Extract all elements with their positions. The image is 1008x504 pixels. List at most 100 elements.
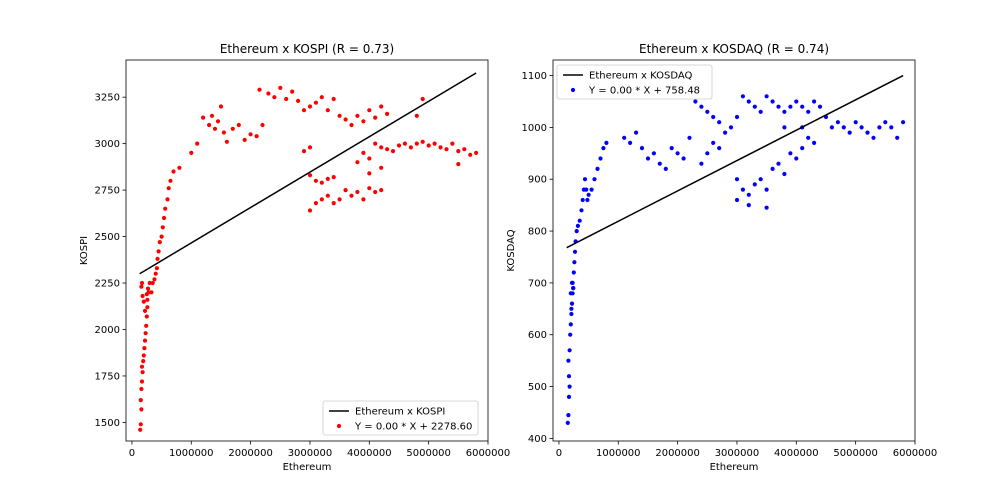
scatter-point — [758, 177, 763, 182]
scatter-point — [586, 192, 591, 197]
scatter-point — [657, 161, 662, 166]
chart-kosdaq: Ethereum x KOSDAQ (R = 0.74) Ethereum KO… — [506, 42, 937, 473]
scatter-point — [580, 197, 585, 203]
scatter-point — [711, 140, 716, 145]
scatter-point — [141, 359, 146, 364]
scatter-point — [145, 286, 151, 291]
x-tick-label: 4000000 — [774, 448, 819, 459]
scatter-point — [645, 156, 651, 161]
scatter-point — [901, 120, 906, 125]
x-axis-label: Ethereum — [710, 462, 759, 473]
y-tick-label: 900 — [528, 175, 547, 186]
scatter-point — [663, 166, 668, 171]
scatter-point — [367, 171, 372, 176]
scatter-point — [568, 291, 573, 296]
scatter-point — [847, 130, 852, 135]
scatter-point — [456, 162, 461, 167]
scatter-point — [159, 234, 164, 239]
scatter-point — [139, 284, 144, 289]
scatter-point — [367, 108, 372, 113]
scatter-point — [355, 189, 360, 195]
scatter-point — [584, 187, 589, 192]
scatter-point — [468, 152, 473, 157]
chart-title: Ethereum x KOSPI (R = 0.73) — [220, 42, 394, 56]
scatter-point — [373, 115, 378, 120]
scatter-point — [161, 215, 167, 221]
scatter-point — [149, 290, 154, 295]
scatter-point — [740, 94, 746, 99]
scatter-point — [284, 96, 289, 102]
scatter-point — [728, 125, 734, 130]
y-tick-label: 2500 — [95, 232, 120, 243]
scatter-point — [764, 94, 769, 99]
scatter-point — [800, 146, 805, 151]
scatter-point — [770, 166, 775, 171]
scatter-point — [236, 122, 241, 128]
legend: Ethereum x KOSDAQ Y = 0.00 * X + 758.48 — [556, 64, 713, 100]
x-axis-label: Ethereum — [283, 462, 332, 473]
scatter-point — [752, 182, 757, 187]
y-tick-label: 1750 — [95, 371, 120, 382]
scatter-point — [577, 218, 582, 223]
scatter-point — [160, 225, 165, 230]
scatter-point — [565, 420, 570, 425]
plot-frame — [552, 59, 916, 442]
scatter-point — [325, 193, 330, 198]
scatter-point — [189, 150, 194, 155]
scatter-point — [242, 137, 247, 142]
x-tick-label: 0 — [556, 448, 562, 459]
scatter-point — [139, 379, 145, 384]
scatter-points — [138, 85, 479, 432]
scatter-point — [717, 146, 722, 151]
scatter-point — [788, 151, 793, 156]
scatter-point — [367, 156, 372, 161]
scatter-point — [705, 109, 710, 114]
scatter-point — [571, 286, 576, 291]
scatter-point — [313, 178, 318, 183]
scatter-point — [569, 311, 574, 317]
legend-entry: Y = 0.00 * X + 2278.60 — [354, 422, 472, 433]
scatter-point — [145, 297, 150, 302]
scatter-point — [319, 197, 324, 202]
x-tick-label: 2000000 — [655, 448, 700, 459]
scatter-point — [871, 135, 876, 140]
scatter-point — [567, 384, 572, 389]
scatter-point — [230, 126, 235, 131]
scatter-point — [705, 151, 710, 156]
scatter-point — [622, 135, 627, 140]
scatter-point — [474, 150, 479, 155]
scatter-point — [462, 147, 467, 152]
scatter-point — [752, 104, 757, 109]
scatter-point — [379, 165, 384, 170]
scatter-point — [278, 85, 283, 90]
scatter-point — [812, 140, 817, 145]
scatter-point — [325, 176, 330, 181]
x-tick-label: 0 — [129, 448, 135, 459]
legend-marker-swatch — [336, 423, 342, 429]
scatter-point — [699, 104, 704, 109]
scatter-point — [331, 201, 336, 206]
scatter-point — [835, 120, 841, 125]
scatter-point — [651, 151, 657, 156]
scatter-points — [565, 94, 906, 425]
scatter-point — [155, 256, 160, 261]
scatter-point — [152, 277, 157, 282]
scatter-point — [140, 370, 145, 375]
scatter-point — [895, 135, 900, 140]
scatter-point — [396, 143, 402, 148]
scatter-point — [141, 353, 146, 358]
scatter-point — [379, 145, 384, 150]
legend: Ethereum x KOSPI Y = 0.00 * X + 2278.60 — [322, 400, 479, 436]
scatter-point — [800, 104, 805, 109]
scatter-point — [343, 188, 348, 193]
scatter-point — [883, 120, 888, 125]
scatter-point — [569, 280, 575, 285]
scatter-point — [693, 99, 698, 104]
scatter-point — [209, 113, 215, 118]
scatter-point — [717, 120, 722, 125]
scatter-point — [574, 229, 579, 234]
legend-entry: Y = 0.00 * X + 758.48 — [588, 86, 700, 97]
plot-frame — [125, 59, 489, 442]
scatter-point — [301, 108, 307, 113]
